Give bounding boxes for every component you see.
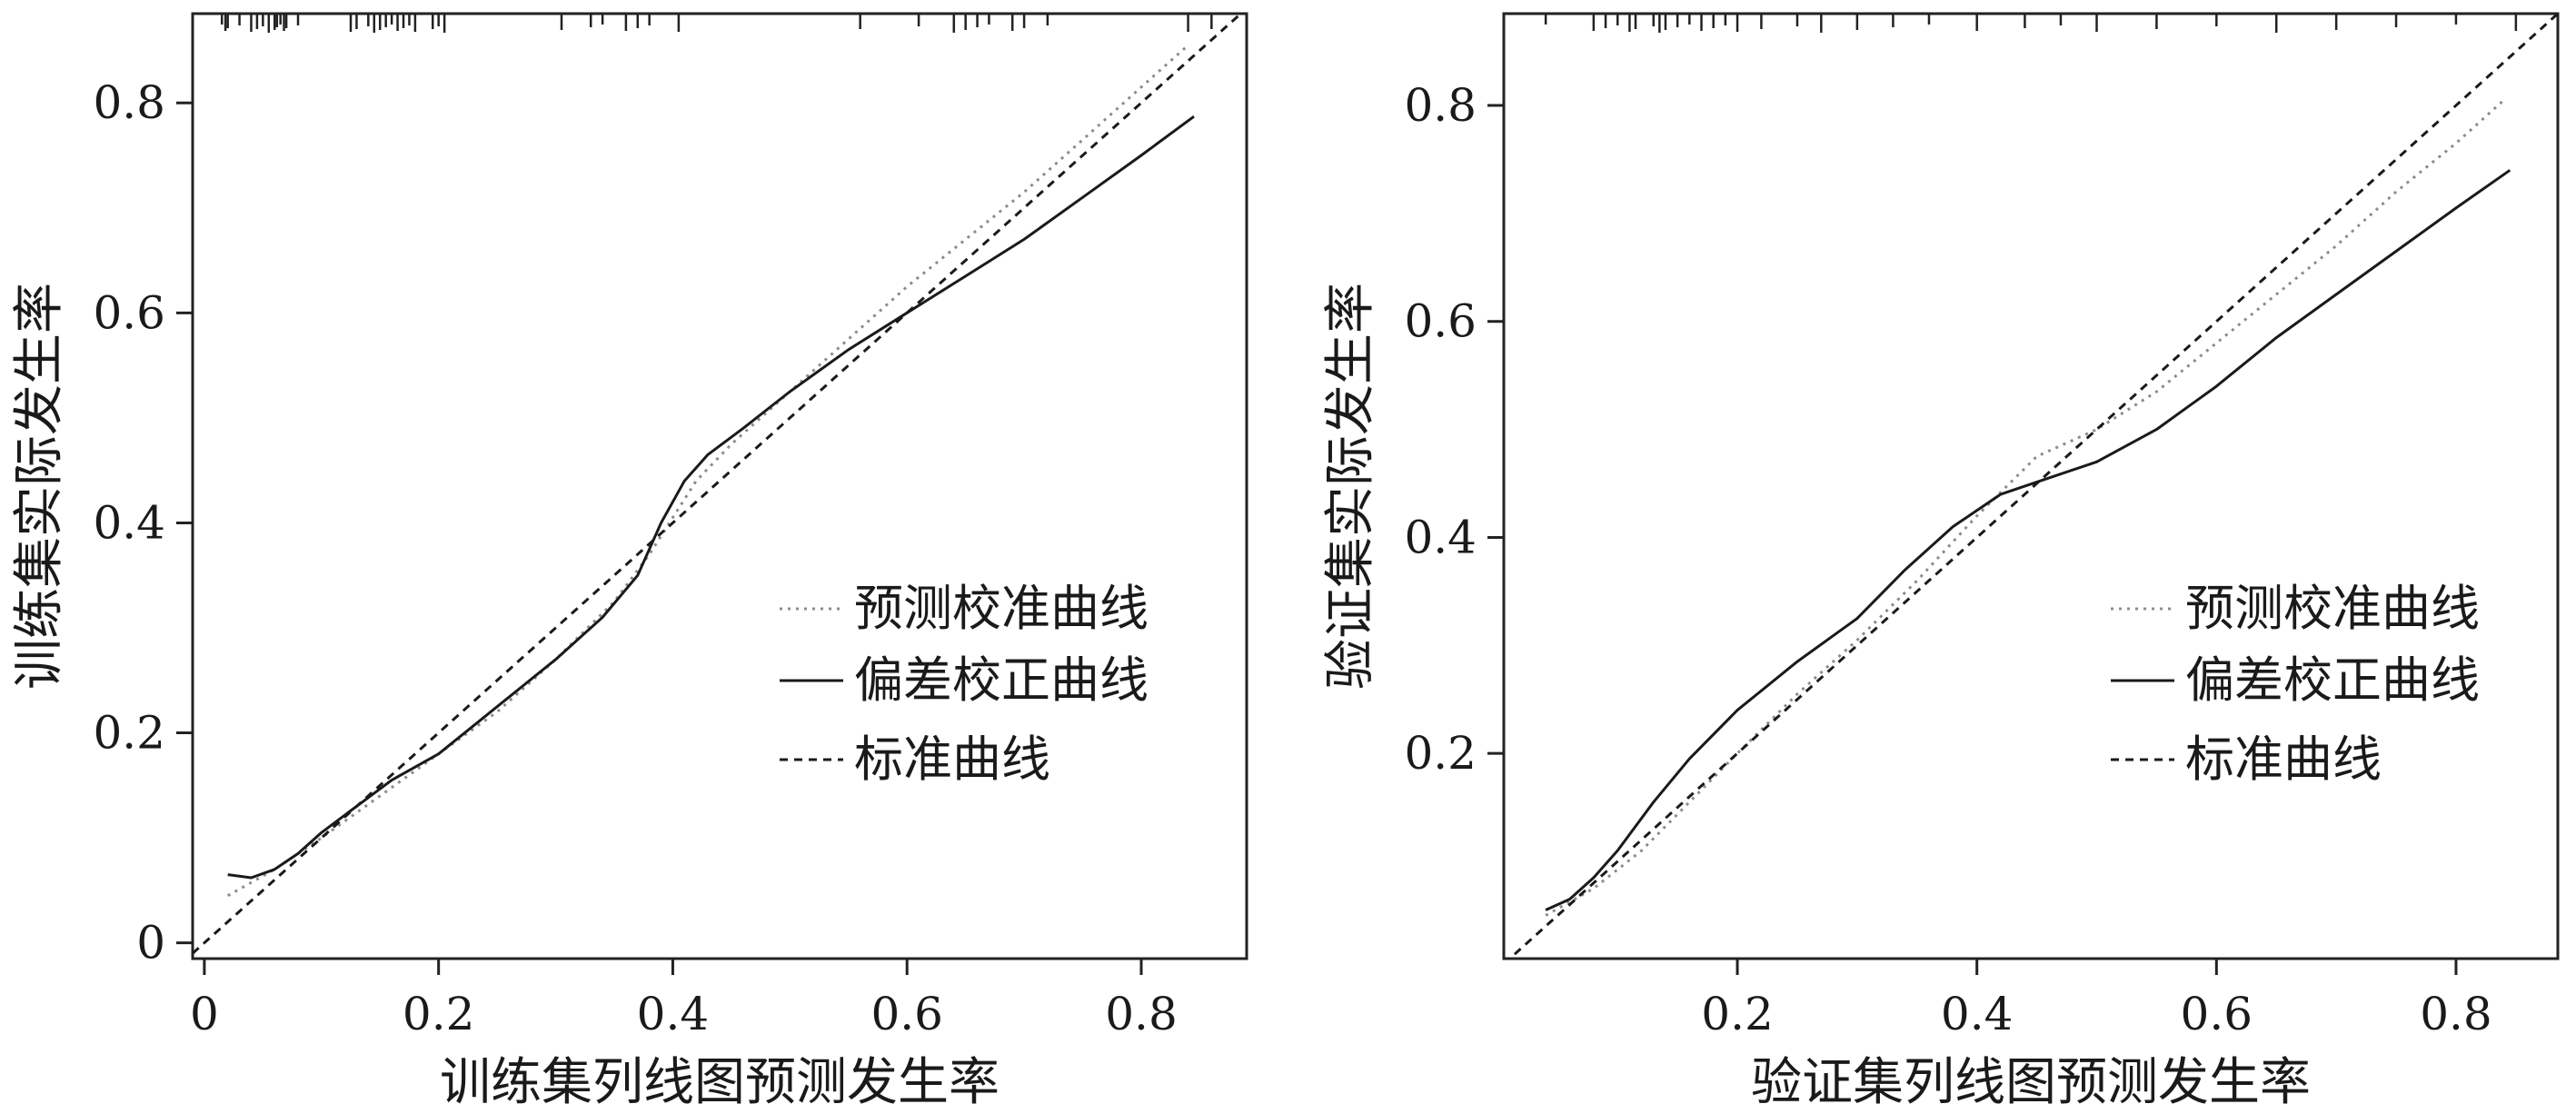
predicted-calibration-line bbox=[1545, 98, 2505, 917]
x-tick-label: 0.8 bbox=[2420, 988, 2492, 1040]
y-tick-label: 0.8 bbox=[1404, 79, 1477, 132]
y-axis-label: 训练集实际发生率 bbox=[10, 283, 69, 690]
x-tick-label: 0 bbox=[190, 988, 219, 1040]
y-tick-label: 0.4 bbox=[93, 496, 165, 549]
plot-frame bbox=[1502, 12, 2560, 960]
x-tick-label: 0.6 bbox=[870, 988, 943, 1040]
training-calibration-panel: 0 0.2 0.4 0.6 0.8 00.20.40.60.8 训练集列线图预测发生率 … bbox=[10, 12, 1248, 1112]
legend-label-predicted: 预测校准曲线 bbox=[854, 580, 1149, 637]
legend-label-ideal: 标准曲线 bbox=[854, 731, 1050, 788]
rug-marks bbox=[1544, 14, 2518, 33]
legend-label-ideal: 标准曲线 bbox=[2185, 731, 2382, 788]
series-lines bbox=[1507, 14, 2558, 959]
y-tick-label: 0.2 bbox=[93, 707, 165, 760]
x-tick-label: 0.4 bbox=[1941, 988, 2014, 1040]
legend: 预测校准曲线 偏差校正曲线 标准曲线 bbox=[780, 580, 1149, 788]
legend-label-bias-corrected: 偏差校正曲线 bbox=[854, 651, 1149, 709]
series-lines bbox=[193, 14, 1243, 955]
x-axis-label: 验证集列线图预测发生率 bbox=[1751, 1053, 2311, 1112]
y-axis-label: 验证集实际发生率 bbox=[1321, 283, 1380, 690]
y-axis-ticks: 0 0.2 0.4 0.6 0.8 bbox=[93, 76, 193, 970]
y-tick-label: 0.6 bbox=[93, 286, 165, 339]
legend-label-bias-corrected: 偏差校正曲线 bbox=[2185, 651, 2480, 709]
x-axis-ticks: 0.2 0.4 0.6 0.8 bbox=[1701, 959, 2492, 1040]
x-tick-label: 0.8 bbox=[1105, 988, 1178, 1040]
y-tick-label: 0.8 bbox=[93, 76, 165, 129]
y-tick-label: 0.6 bbox=[1404, 295, 1477, 348]
x-tick-label: 0.2 bbox=[1701, 988, 1774, 1040]
x-axis-ticks: 0 0.2 0.4 0.6 0.8 bbox=[190, 959, 1178, 1040]
validation-calibration-panel: 0.2 0.4 0.6 0.8 0.2 0.4 0.6 0.8 验证集列线图预测发生率 验证… bbox=[1321, 12, 2560, 1112]
bias-corrected-line bbox=[1545, 169, 2511, 911]
plot-frame bbox=[191, 12, 1248, 960]
y-axis-ticks: 0.2 0.4 0.6 0.8 bbox=[1404, 79, 1504, 780]
x-tick-label: 0.2 bbox=[403, 988, 475, 1040]
x-tick-label: 0.4 bbox=[637, 988, 710, 1040]
rug-marks bbox=[220, 14, 1213, 33]
y-tick-label: 0.4 bbox=[1404, 511, 1477, 563]
ideal-reference-line bbox=[193, 14, 1243, 955]
y-tick-label: 0.2 bbox=[1404, 727, 1477, 780]
legend: 预测校准曲线 偏差校正曲线 标准曲线 bbox=[2111, 580, 2480, 788]
bias-corrected-line bbox=[227, 114, 1195, 880]
x-axis-label: 训练集列线图预测发生率 bbox=[440, 1053, 1000, 1112]
legend-label-predicted: 预测校准曲线 bbox=[2185, 580, 2480, 637]
x-tick-label: 0.6 bbox=[2181, 988, 2253, 1040]
y-tick-label: 0 bbox=[136, 917, 165, 970]
ideal-reference-line bbox=[1507, 14, 2558, 959]
